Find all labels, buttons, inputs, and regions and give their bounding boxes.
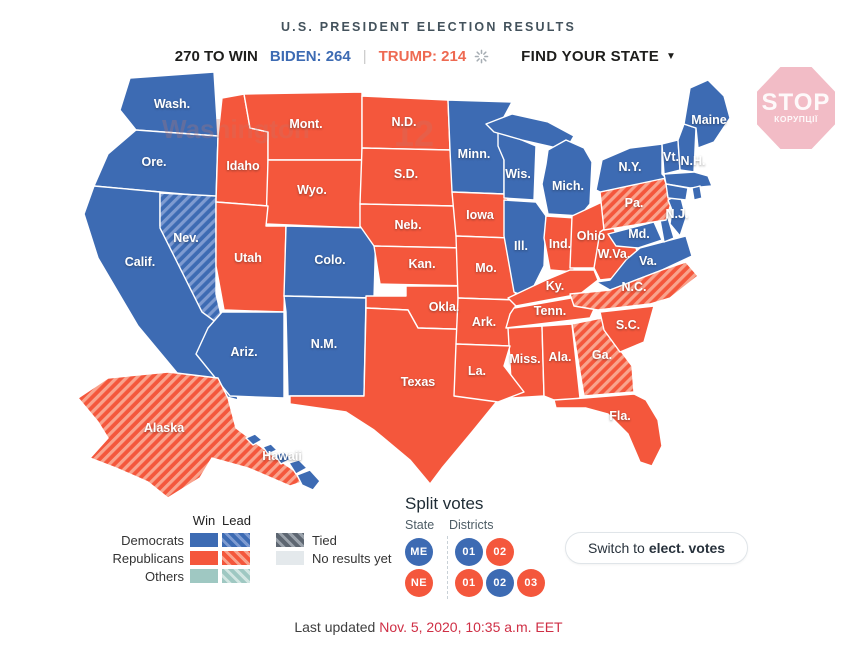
- state-OR[interactable]: Ore.: [93, 129, 219, 198]
- chevron-down-icon: ▼: [666, 51, 677, 62]
- state-ND[interactable]: N.D.: [361, 95, 451, 151]
- districts-column-header: Districts: [449, 518, 494, 532]
- legend-row-no-results: No results yet: [276, 549, 391, 567]
- state-NY[interactable]: N.Y.: [595, 143, 667, 193]
- switch-button-prefix: Switch to: [588, 540, 645, 556]
- state-SD[interactable]: S.D.: [359, 147, 455, 207]
- legend-label-no-results: No results yet: [312, 550, 392, 566]
- trump-score: TRUMP: 214: [378, 48, 467, 65]
- state-CT[interactable]: CT: [665, 183, 689, 201]
- to-win-label: 270 TO WIN: [174, 48, 258, 65]
- district-badge-NE-01: 01: [455, 569, 483, 597]
- switch-button-bold: elect. votes: [648, 540, 726, 556]
- state-KY[interactable]: Ky.: [507, 269, 599, 307]
- tied-swatch: [276, 533, 304, 547]
- score-bar: 270 TO WIN BIDEN: 264 | TRUMP: 214 FIND …: [0, 47, 857, 66]
- state-ME[interactable]: Maine: [683, 79, 731, 149]
- state-NC[interactable]: N.C.: [569, 261, 699, 311]
- us-election-map[interactable]: Wash.Ore.Calif.Nev.IdahoMont.Wyo.UtahCol…: [50, 66, 770, 516]
- stop-corruption-stamp: STOP КОРУПЦІЇ: [757, 67, 835, 149]
- legend-row-republicans: Republicans: [100, 549, 254, 567]
- legend-row-democrats: Democrats: [100, 531, 254, 549]
- legend-label-others: Others: [144, 568, 184, 584]
- democrats-lead-swatch: [222, 533, 250, 547]
- state-SC[interactable]: S.C.: [599, 305, 655, 353]
- state-AZ[interactable]: Ariz.: [195, 311, 285, 399]
- legend-win-header: Win: [192, 513, 216, 528]
- state-AK[interactable]: Alaska: [77, 371, 309, 499]
- legend-row-tied: Tied: [276, 531, 391, 549]
- last-updated-prefix: Last updated: [294, 619, 380, 635]
- find-your-state-label: FIND YOUR STATE: [521, 48, 660, 65]
- state-WY[interactable]: Wyo.: [265, 159, 363, 229]
- map-container: Wash.Ore.Calif.Nev.IdahoMont.Wyo.UtahCol…: [50, 66, 770, 516]
- district-badge-ME-01: 01: [455, 538, 483, 566]
- split-votes-panel: Split votes State Districts ME 01 02 NE 01 02…: [405, 494, 548, 600]
- no-results-swatch: [276, 551, 304, 565]
- last-updated-timestamp: Nov. 5, 2020, 10:35 a.m. EET: [379, 619, 563, 635]
- state-CO[interactable]: Colo.: [283, 225, 377, 299]
- switch-to-electoral-votes-button[interactable]: Switch to elect. votes: [565, 532, 749, 564]
- district-badge-ME-02: 02: [486, 538, 514, 566]
- state-LA[interactable]: La.: [453, 343, 525, 403]
- stamp-line1: STOP: [761, 89, 831, 116]
- state-HI[interactable]: Hawaii: [245, 433, 321, 491]
- state-FL[interactable]: Fla.: [553, 393, 663, 467]
- state-IN[interactable]: Ind.: [543, 215, 577, 273]
- state-VT[interactable]: Vt.: [661, 139, 681, 175]
- last-updated: Last updated Nov. 5, 2020, 10:35 a.m. EE…: [0, 619, 857, 635]
- state-IL[interactable]: Ill.: [503, 199, 547, 299]
- legend-label-republicans: Republicans: [112, 550, 184, 566]
- legend-secondary: Tied No results yet: [276, 531, 391, 567]
- democrats-win-swatch: [190, 533, 218, 547]
- split-votes-title: Split votes: [405, 494, 484, 513]
- others-lead-swatch: [222, 569, 250, 583]
- split-votes-divider: [447, 536, 448, 599]
- state-WI[interactable]: Wis.: [497, 129, 537, 201]
- state-MI[interactable]: Mich.: [541, 139, 593, 217]
- stamp-line2: КОРУПЦІЇ: [774, 114, 818, 124]
- page-title: U.S. PRESIDENT ELECTION RESULTS: [280, 20, 577, 34]
- split-votes-row-ME: ME 01 02: [405, 538, 548, 566]
- state-MD[interactable]: Md.: [607, 221, 663, 249]
- district-badge-NE-02: 02: [486, 569, 514, 597]
- district-badge-NE-03: 03: [517, 569, 545, 597]
- biden-score: BIDEN: 264: [269, 48, 351, 65]
- state-NM[interactable]: N.M.: [283, 295, 367, 397]
- legend-row-others: Others: [100, 567, 254, 585]
- split-state-badge-ME: ME: [405, 538, 433, 566]
- legend-label-democrats: Democrats: [121, 532, 184, 548]
- split-state-badge-NE: NE: [405, 569, 433, 597]
- state-column-header: State: [405, 518, 435, 532]
- legend-header: Win Lead: [190, 513, 254, 531]
- split-votes-columns: State Districts: [405, 518, 548, 532]
- republicans-lead-swatch: [222, 551, 250, 565]
- split-votes-row-NE: NE 01 02 03: [405, 569, 548, 597]
- find-your-state-dropdown[interactable]: FIND YOUR STATE ▼: [515, 47, 682, 66]
- legend: Win Lead Democrats Republicans Others: [100, 513, 254, 585]
- others-win-swatch: [190, 569, 218, 583]
- split-votes-rows: ME 01 02 NE 01 02 03: [405, 536, 548, 599]
- state-RI[interactable]: RI: [691, 185, 703, 201]
- loading-spinner-icon: [474, 49, 489, 64]
- score-separator: |: [362, 48, 367, 65]
- state-TX[interactable]: Texas: [289, 307, 499, 485]
- republicans-win-swatch: [190, 551, 218, 565]
- state-NH[interactable]: N.H.: [677, 123, 697, 173]
- legend-lead-header: Lead: [222, 513, 251, 528]
- state-NE[interactable]: Neb.: [359, 203, 467, 249]
- legend-label-tied: Tied: [312, 532, 337, 548]
- state-WA[interactable]: Wash.: [119, 71, 219, 137]
